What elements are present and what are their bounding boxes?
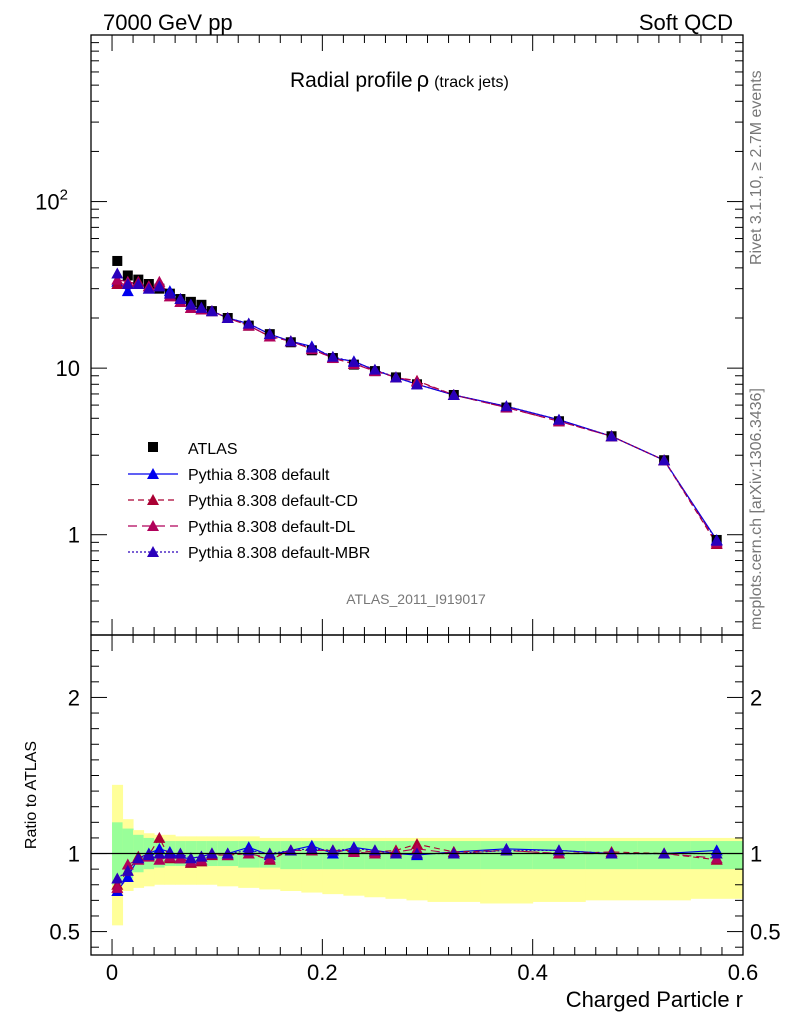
ratio-panel-frame — [90, 634, 744, 956]
x-tick-label: 0 — [106, 960, 118, 985]
marker-mbr — [411, 378, 423, 390]
ratio-y-tick-label-right: 2 — [750, 685, 762, 710]
marker-mbr — [710, 534, 723, 546]
legend: ATLAS Pythia 8.308 default Pythia 8.308 de… — [128, 441, 370, 562]
marker-mbr — [263, 328, 276, 340]
ratio-marker-mbr — [500, 844, 513, 856]
legend-marker-atlas — [148, 442, 158, 452]
marker-mbr — [195, 301, 208, 313]
header-right: Soft QCD — [639, 10, 733, 35]
ratio-y-tick-label-left: 0.5 — [49, 920, 80, 945]
plot-title-sub: (track jets) — [434, 74, 509, 91]
y-tick-label: 10 — [56, 356, 80, 381]
ratio-marker-mbr — [195, 850, 208, 862]
header-left: 7000 GeV pp — [103, 10, 233, 35]
ratio-marker-mbr — [284, 844, 297, 856]
legend-label: ATLAS — [188, 441, 238, 458]
ratio-marker-mbr — [111, 872, 124, 884]
marker-mbr — [132, 277, 145, 289]
ratio-marker-mbr — [121, 864, 134, 876]
marker-mbr — [163, 287, 176, 299]
ratio-marker-mbr — [305, 842, 318, 854]
atlas-data-point — [122, 270, 133, 281]
y-axis-label: Ratio to ATLAS — [23, 741, 40, 849]
y-tick-label: 1 — [68, 523, 80, 548]
plot-title-main: Radial profile — [290, 69, 413, 92]
ratio-marker-mbr — [368, 844, 381, 856]
marker-default — [121, 285, 134, 297]
ratio-marker-mbr — [184, 852, 197, 864]
main-panel-series — [111, 255, 723, 549]
marker-mbr — [111, 267, 124, 279]
marker-mbr — [368, 363, 381, 375]
x-tick-label: 0.4 — [517, 960, 548, 985]
marker-mbr — [605, 430, 618, 442]
y-tick-label: 102 — [35, 187, 68, 215]
plot-title-symbol: ρ — [417, 67, 430, 92]
mcplots-source-label: mcplots.cern.ch [arXiv:1306.3436] — [748, 388, 765, 630]
ratio-marker-mbr — [326, 844, 339, 856]
marker-mbr — [242, 317, 255, 329]
legend-marker-mbr — [147, 546, 159, 557]
atlas-data-point — [112, 255, 123, 266]
y-tick-label-base: 10 — [35, 190, 59, 215]
legend-marker-cd — [147, 494, 159, 505]
ratio-y-tick-label-left: 1 — [68, 842, 80, 867]
legend-label: Pythia 8.308 default — [188, 467, 330, 484]
x-tick-label: 0.6 — [728, 960, 759, 985]
ratio-marker-mbr — [552, 844, 565, 856]
ratio-marker-dl — [121, 858, 134, 870]
marker-mbr — [389, 371, 402, 383]
marker-dl — [111, 273, 124, 285]
marker-mbr — [221, 311, 234, 323]
marker-mbr — [184, 298, 197, 310]
legend-marker-default — [147, 468, 159, 479]
x-tick-label: 0.2 — [307, 960, 338, 985]
ratio-panel: 0.5 0.5 1 1 2 2 0 0.2 0.4 0.6 Ratio to ATLAS Char… — [23, 634, 781, 1012]
marker-mbr — [658, 454, 671, 466]
ratio-marker-mbr — [132, 852, 145, 864]
ratio-y-tick-label-right: 1 — [750, 842, 762, 867]
ratio-panel-ticks: 0.5 0.5 1 1 2 2 0 0.2 0.4 0.6 — [49, 635, 781, 985]
rivet-version-label: Rivet 3.1.10, ≥ 2.7M events — [748, 70, 765, 265]
ratio-marker-dl — [111, 881, 124, 893]
marker-mbr — [347, 355, 360, 367]
plot-title: Radial profile ρ (track jets) — [290, 67, 509, 92]
marker-mbr — [174, 293, 187, 305]
ratio-y-tick-label-right: 0.5 — [750, 920, 781, 945]
legend-label: Pythia 8.308 default-CD — [188, 493, 358, 510]
marker-mbr — [500, 400, 513, 412]
ratio-marker-mbr — [142, 849, 155, 861]
ratio-marker-cd — [153, 831, 166, 843]
marker-mbr — [447, 388, 460, 400]
legend-label: Pythia 8.308 default-MBR — [188, 545, 370, 562]
marker-mbr — [205, 305, 218, 317]
x-axis-label: Charged Particle r — [566, 987, 743, 1012]
marker-mbr — [121, 277, 134, 289]
ratio-marker-mbr — [242, 844, 255, 856]
legend-label: Pythia 8.308 default-DL — [188, 519, 355, 536]
ratio-marker-default — [121, 870, 134, 882]
marker-mbr — [142, 282, 155, 294]
marker-mbr — [153, 280, 166, 292]
legend-marker-dl — [147, 520, 159, 531]
ratio-series — [111, 831, 723, 896]
ratio-marker-dl — [153, 853, 166, 865]
y-tick-label-exponent: 2 — [60, 187, 68, 204]
marker-mbr — [326, 350, 339, 362]
analysis-label: ATLAS_2011_I919017 — [346, 591, 486, 607]
marker-mbr — [552, 413, 565, 425]
ratio-marker-mbr — [347, 842, 360, 854]
marker-mbr — [305, 341, 318, 353]
ratio-y-tick-label-left: 2 — [68, 685, 80, 710]
marker-mbr — [284, 335, 297, 347]
